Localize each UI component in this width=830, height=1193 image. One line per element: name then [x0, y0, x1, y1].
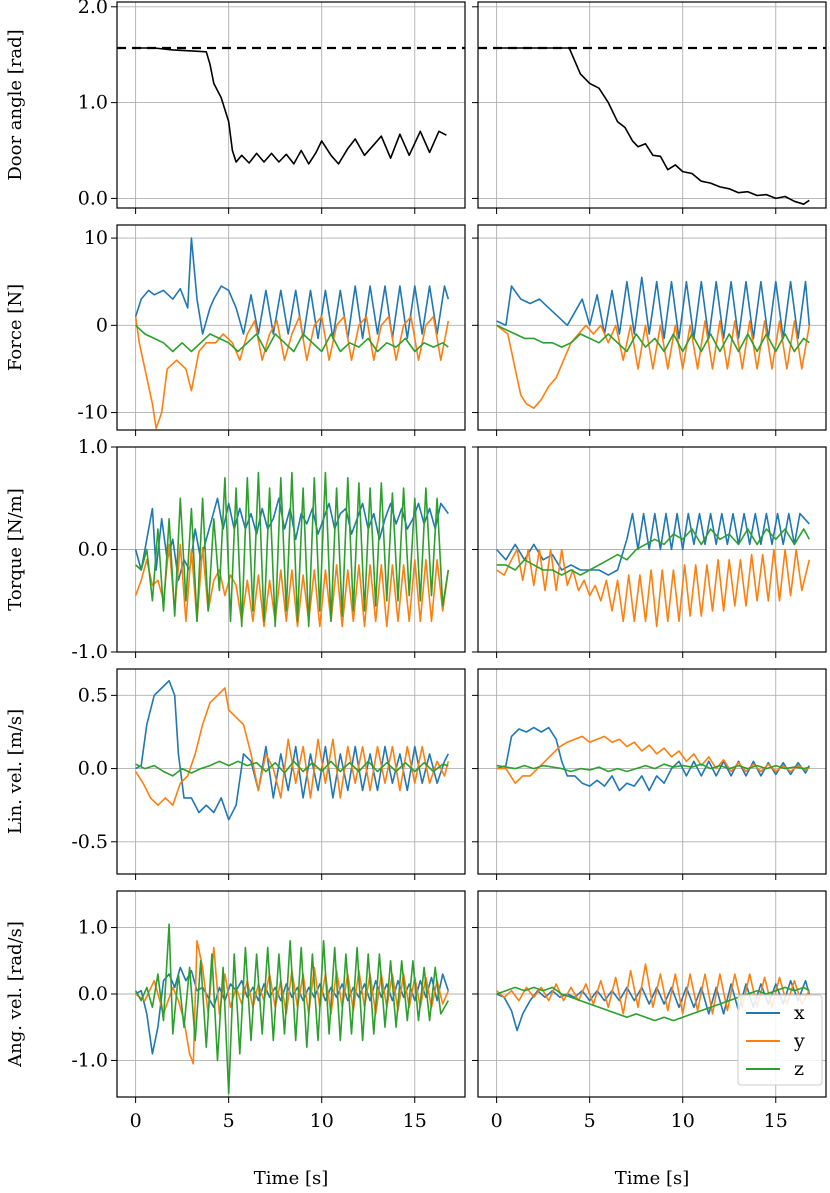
- series-line-x: [134, 237, 450, 340]
- x-axis-label: Time [s]: [615, 1168, 690, 1189]
- panel-angular-velocity-right: 0 5 10 15 Time [s]: [472, 890, 827, 1189]
- panel-frame: [116, 668, 466, 875]
- x-tick-label: 0: [491, 1110, 503, 1132]
- y-axis-label: Force [N]: [5, 284, 26, 371]
- series-line-z: [135, 324, 449, 353]
- x-tick-label: 10: [671, 1110, 695, 1132]
- y-tick-label: 10: [84, 227, 108, 249]
- legend-label-z: z: [794, 1058, 804, 1080]
- series-line-y: [496, 548, 811, 628]
- x-tick-label: 0: [130, 1110, 142, 1132]
- panel-torque-left: -1.0 0.0 1.0 Torque [N/m]: [5, 436, 466, 663]
- panel-angular-velocity-left: 0 5 10 15 -1.0 0.0 1.0 Ang. vel. [rad/s] Time [s…: [5, 890, 466, 1189]
- x-tick-label: 5: [584, 1110, 596, 1132]
- panel-force-right: [472, 224, 827, 436]
- y-axis-label: Ang. vel. [rad/s]: [5, 921, 26, 1068]
- panel-frame: [116, 224, 466, 431]
- series-group: [135, 47, 447, 165]
- series-group: [496, 47, 810, 205]
- y-tick-label: -10: [77, 402, 108, 424]
- panel-door-angle-left: 0.0 1.0 2.0 Door angle [rad]: [5, 0, 466, 214]
- series-group: [134, 923, 450, 1095]
- y-axis-label: Door angle [rad]: [5, 29, 26, 180]
- series-group: [134, 471, 450, 628]
- legend-label-x: x: [794, 1002, 805, 1024]
- series-line-angle: [496, 47, 810, 205]
- series-line-x: [135, 679, 450, 821]
- y-axis-label: Torque [N/m]: [5, 488, 26, 610]
- x-tick-label: 10: [310, 1110, 334, 1132]
- series-line-y: [134, 543, 450, 628]
- series-line-y: [496, 320, 811, 409]
- series-group: [134, 679, 450, 821]
- y-axis-label: Lin. vel. [m/s]: [5, 709, 26, 834]
- panel-linear-velocity-left: -0.5 0.0 0.5 Lin. vel. [m/s]: [5, 668, 466, 880]
- y-tick-label: -0.5: [71, 831, 108, 853]
- series-line-z: [135, 760, 449, 777]
- y-tick-label: 2.0: [78, 0, 108, 18]
- series-line-z: [496, 528, 811, 576]
- series-group: [496, 726, 811, 792]
- y-tick-label: 0.0: [78, 983, 108, 1005]
- y-tick-label: 0.0: [78, 758, 108, 780]
- series-line-y: [496, 735, 810, 784]
- series-line-x: [135, 966, 450, 1055]
- series-line-z: [496, 324, 810, 353]
- panel-frame: [116, 1, 466, 209]
- series-line-x: [496, 726, 811, 792]
- panel-force-left: -10 0 10 Force [N]: [5, 224, 466, 436]
- y-tick-label: 1.0: [78, 92, 108, 114]
- series-line-z: [135, 471, 450, 628]
- series-line-z: [496, 986, 810, 1022]
- y-tick-label: 1.0: [78, 436, 108, 458]
- panel-torque-right: [472, 446, 827, 658]
- y-tick-label: 0.0: [78, 187, 108, 209]
- series-group: [134, 237, 450, 430]
- x-axis-label: Time [s]: [254, 1168, 329, 1189]
- y-tick-label: 0.0: [78, 539, 108, 561]
- x-tick-label: 15: [764, 1110, 788, 1132]
- x-tick-label: 5: [223, 1110, 235, 1132]
- y-tick-label: 0: [96, 314, 108, 336]
- series-line-angle: [135, 47, 447, 165]
- panel-door-angle-right: [472, 1, 827, 214]
- y-tick-label: -1.0: [71, 1049, 108, 1071]
- series-line-z: [134, 923, 449, 1095]
- panel-frame: [477, 224, 827, 431]
- panel-frame: [477, 668, 827, 875]
- y-tick-label: 0.5: [78, 684, 108, 706]
- panel-layer: 0.0 1.0 2.0 Door angle [rad] -10 0 10 Force [N]…: [5, 0, 827, 1189]
- series-group: [496, 512, 811, 628]
- y-tick-label: 1.0: [78, 917, 108, 939]
- legend: xyz: [737, 994, 823, 1086]
- x-tick-label: 15: [403, 1110, 427, 1132]
- legend-label-y: y: [793, 1030, 805, 1052]
- series-line-x: [496, 276, 811, 340]
- series-group: [496, 276, 811, 409]
- panel-frame: [477, 1, 827, 209]
- y-tick-label: -1.0: [71, 641, 108, 663]
- series-line-z: [496, 763, 810, 773]
- panel-linear-velocity-right: [472, 668, 827, 880]
